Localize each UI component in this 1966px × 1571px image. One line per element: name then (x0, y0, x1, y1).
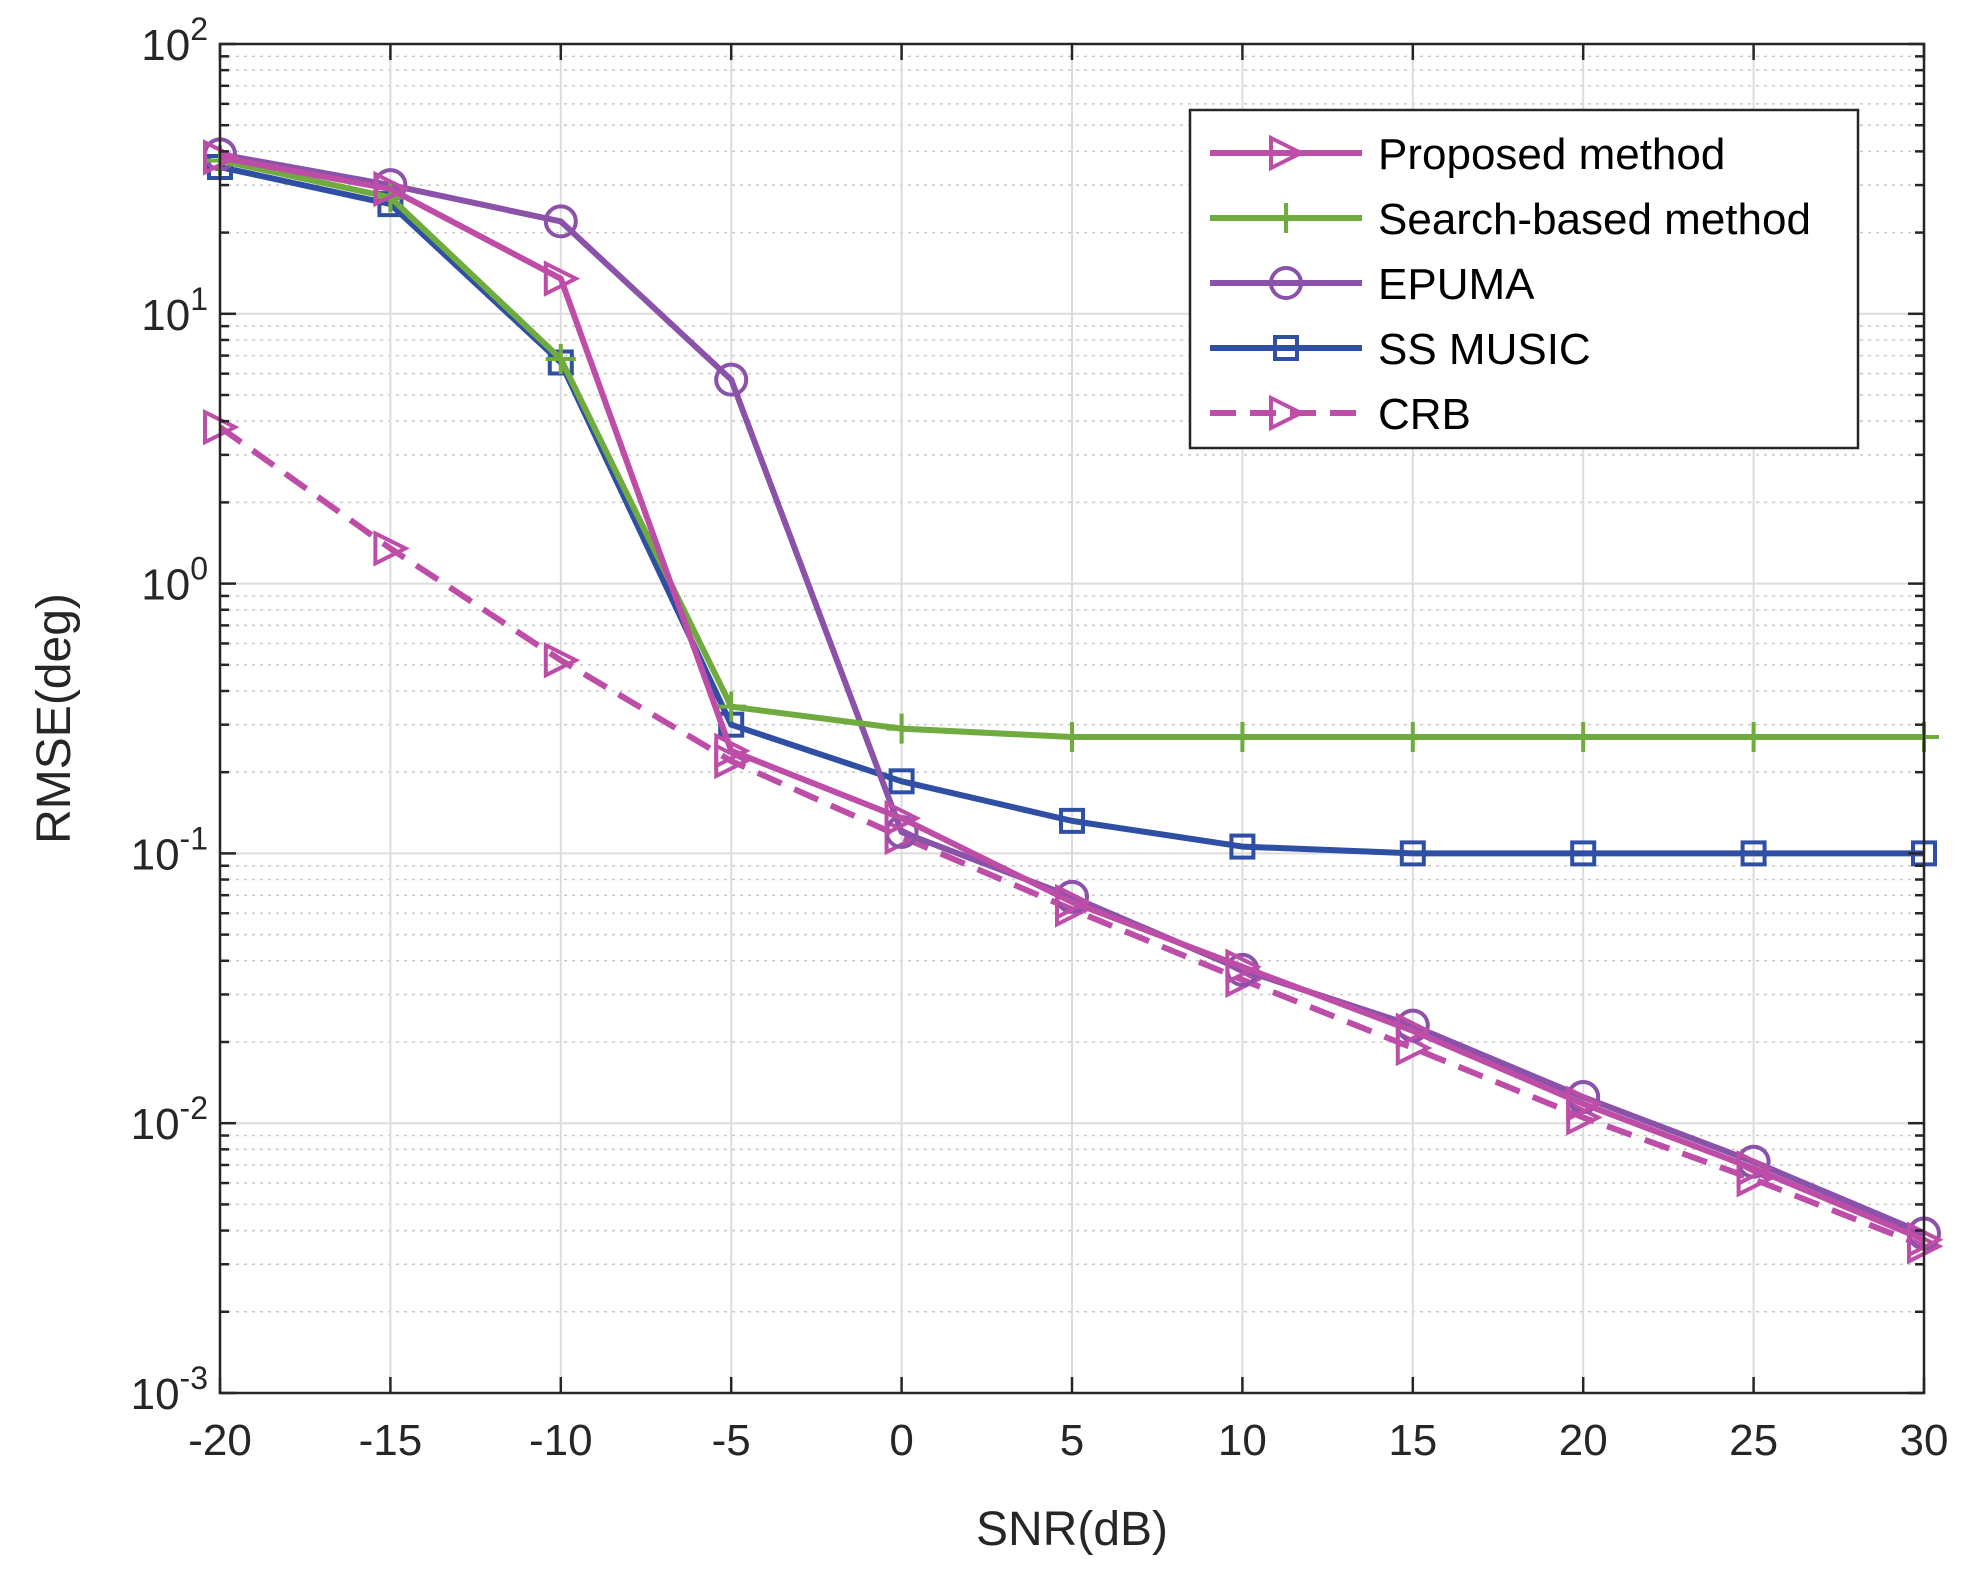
series-line-ss-music (219, 164, 1924, 857)
y-tick-label: 10-2 (131, 1090, 208, 1149)
data-point-crb (543, 641, 581, 679)
data-point-proposed-method (1055, 883, 1092, 921)
data-point-search-based-method (716, 691, 747, 722)
data-point-ss-music (888, 768, 915, 795)
y-axis-label: RMSE(deg) (28, 593, 81, 844)
legend: Proposed method Search-based method EPUMA S… (1188, 108, 1860, 450)
data-point-search-based-method (886, 713, 917, 744)
data-point-ss-music (1059, 807, 1085, 834)
legend-marker-epuma (1269, 266, 1303, 300)
data-point-proposed-method (543, 260, 581, 297)
data-point-proposed-method (1736, 1150, 1774, 1187)
series-layer (203, 137, 1944, 1265)
x-tick-label: 30 (1900, 1416, 1949, 1465)
x-tick-label: 15 (1388, 1416, 1437, 1465)
x-tick-label: -15 (359, 1416, 423, 1465)
legend-marker-ss-music (1273, 335, 1299, 361)
data-point-ss-music (1399, 840, 1426, 867)
data-point-ss-music (1570, 840, 1597, 867)
data-point-proposed-method (884, 799, 922, 837)
legend-label-proposed-method: Proposed method (1378, 130, 1725, 179)
data-point-crb (373, 530, 410, 567)
x-tick-label: -10 (529, 1416, 593, 1465)
x-tick-label: -5 (712, 1416, 751, 1465)
x-tick-labels: -20 -15 -10 -5 0 5 10 15 20 25 30 (188, 1416, 1948, 1465)
x-tick-label: 0 (889, 1416, 913, 1465)
legend-marker-crb (1269, 394, 1306, 432)
legend-label-search-based-method: Search-based method (1378, 195, 1811, 244)
y-tick-label: 101 (141, 281, 208, 340)
data-point-search-based-method (1738, 722, 1769, 753)
x-tick-label: 10 (1218, 1416, 1267, 1465)
data-point-epuma (714, 362, 749, 397)
y-tick-label: 10-1 (131, 820, 208, 879)
data-point-proposed-method (714, 732, 751, 770)
y-tick-labels: 10-3 10-2 10-1 100 101 102 (131, 11, 208, 1419)
data-point-proposed-method (1566, 1085, 1603, 1123)
data-point-search-based-method (1397, 722, 1428, 753)
legend-label-ss-music: SS MUSIC (1378, 325, 1591, 374)
data-point-proposed-method (373, 170, 410, 208)
series-line-epuma (219, 151, 1926, 1237)
data-point-ss-music (1740, 840, 1767, 867)
axis-ticks (218, 42, 1926, 1395)
legend-marker-proposed-method (1269, 134, 1306, 172)
x-tick-label: -20 (188, 1416, 252, 1465)
y-tick-label: 102 (141, 11, 208, 70)
legend-marker-search-based-method (1271, 203, 1301, 233)
legend-label-epuma: EPUMA (1378, 260, 1535, 309)
legend-label-crb: CRB (1378, 390, 1471, 439)
data-point-ss-music (1229, 833, 1256, 860)
y-tick-label: 10-3 (131, 1360, 208, 1419)
y-tick-label: 100 (141, 551, 208, 610)
data-point-epuma (543, 204, 578, 239)
data-point-proposed-method (1395, 1012, 1433, 1050)
x-axis-label: SNR(dB) (976, 1503, 1168, 1556)
data-point-search-based-method (545, 343, 576, 374)
data-point-search-based-method (1568, 722, 1599, 753)
x-tick-label: 20 (1559, 1416, 1608, 1465)
data-point-search-based-method (1227, 722, 1258, 753)
data-point-search-based-method (1057, 722, 1087, 753)
x-tick-label: 5 (1060, 1416, 1084, 1465)
series-line-proposed-method (219, 154, 1926, 1243)
x-tick-label: 25 (1729, 1416, 1778, 1465)
data-point-proposed-method (1225, 948, 1262, 986)
